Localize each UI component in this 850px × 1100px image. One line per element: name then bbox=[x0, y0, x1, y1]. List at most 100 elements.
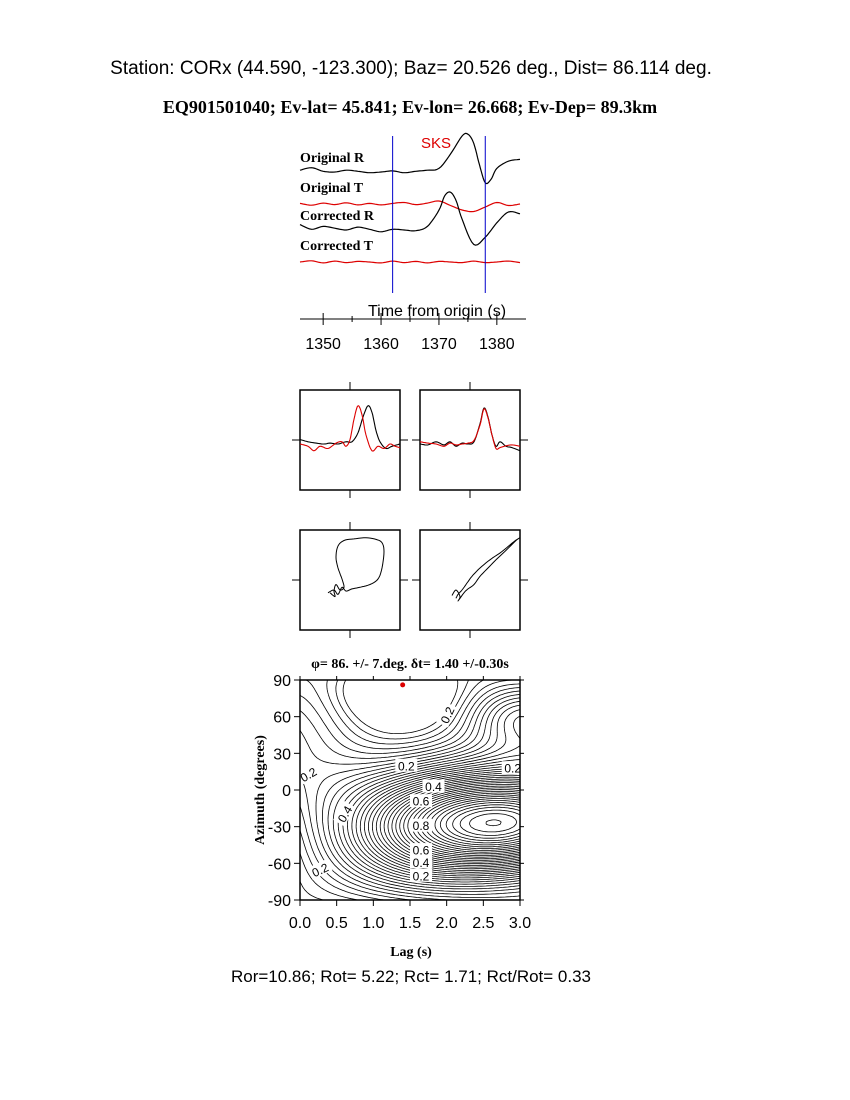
azimuth-tick-label: 30 bbox=[273, 746, 291, 763]
contour-label-text: 0.6 bbox=[413, 844, 430, 858]
time-axis-label: Time from origin (s) bbox=[368, 303, 506, 320]
contour-label-bg bbox=[410, 843, 432, 857]
contour-line bbox=[415, 792, 520, 853]
pm1-path-1 bbox=[327, 537, 385, 598]
contour-line bbox=[383, 778, 520, 866]
contour-label: 0.6 bbox=[410, 843, 432, 858]
contour-label-text: 0.2 bbox=[438, 704, 458, 725]
contour-label-bg bbox=[333, 800, 356, 827]
contour-line bbox=[485, 819, 502, 827]
contour-label: 0.4 bbox=[410, 855, 432, 870]
contour-line bbox=[315, 694, 520, 898]
trace-3 bbox=[299, 191, 521, 246]
lag-tick-label: 1.5 bbox=[399, 915, 421, 932]
contour-line bbox=[337, 709, 520, 887]
azimuth-tick-label: 60 bbox=[273, 710, 291, 727]
wf2-frame bbox=[419, 389, 521, 491]
contour-line bbox=[342, 715, 520, 885]
contour-label: 0.2 bbox=[395, 758, 418, 773]
contour-line bbox=[364, 768, 520, 875]
lag-tick-label: 2.5 bbox=[472, 915, 494, 932]
lag-axis-label: Lag (s) bbox=[390, 945, 432, 960]
particle-motion-original-panel bbox=[292, 522, 408, 638]
pm2-frame bbox=[419, 529, 521, 631]
contour-label-text: 0.2 bbox=[413, 869, 430, 883]
contour-line bbox=[469, 813, 518, 833]
contour-label: 0.6 bbox=[410, 794, 432, 809]
lag-tick-label: 0.0 bbox=[289, 915, 311, 932]
contour-label-bg bbox=[436, 702, 458, 728]
contour-label-bg bbox=[422, 779, 445, 793]
contour-line bbox=[411, 790, 520, 855]
lag-tick-label: 2.0 bbox=[436, 915, 458, 932]
trace-label: Corrected T bbox=[300, 239, 374, 254]
trace-2 bbox=[299, 200, 521, 213]
event-info-title: EQ901501040; Ev-lat= 45.841; Ev-lon= 26.… bbox=[162, 97, 658, 117]
trace-label: Original R bbox=[300, 151, 365, 166]
contour-label-bg bbox=[501, 761, 524, 775]
lag-tick-label: 0.5 bbox=[326, 915, 348, 932]
contour-line bbox=[300, 680, 484, 900]
contour-label: 0.2 bbox=[307, 858, 333, 880]
contour-label-text: 0.4 bbox=[413, 856, 430, 870]
trace-label: Original T bbox=[300, 181, 364, 196]
splitting-analysis-figure: Original R Original T Corrected R Corrected… bbox=[231, 132, 591, 986]
contour-label-bg bbox=[410, 868, 432, 882]
contour-label-bg bbox=[307, 858, 333, 880]
trace-label: Corrected R bbox=[300, 209, 375, 224]
contour-line bbox=[322, 697, 520, 895]
contour-label-bg bbox=[395, 758, 418, 772]
station-info-title: Station: CORx (44.590, -123.300); Baz= 2… bbox=[110, 58, 712, 79]
contour-label-text: 0.6 bbox=[413, 795, 430, 809]
azimuth-tick-label: 0 bbox=[282, 783, 291, 800]
lag-tick-label: 3.0 bbox=[509, 915, 531, 932]
contour-line bbox=[424, 796, 520, 850]
contour-line bbox=[459, 809, 520, 836]
pm2-path-1 bbox=[451, 537, 521, 602]
lag-tick-label: 1.0 bbox=[362, 915, 384, 932]
ratios-footer: Ror=10.86; Rot= 5.22; Rct= 1.71; Rct/Rot… bbox=[231, 967, 591, 986]
azimuth-axis-label: Azimuth (degrees) bbox=[253, 735, 268, 845]
contour-label-text: 0.2 bbox=[310, 860, 331, 880]
waveform-overlay-original-panel bbox=[292, 382, 408, 498]
contour-title: φ= 86. +/- 7.deg. δt= 1.40 +/-0.30s bbox=[311, 657, 509, 672]
time-tick-label: 1350 bbox=[305, 336, 341, 353]
phase-label-sks: SKS bbox=[421, 135, 451, 152]
time-tick-label: 1360 bbox=[363, 336, 399, 353]
contour-label-bg bbox=[410, 794, 432, 808]
contour-label-text: 0.4 bbox=[425, 780, 442, 794]
time-tick-label: 1370 bbox=[421, 336, 457, 353]
contour-label: 0.2 bbox=[410, 868, 432, 883]
azimuth-tick-label: -60 bbox=[268, 856, 291, 873]
azimuth-tick-label: -90 bbox=[268, 893, 291, 910]
contour-label: 0.2 bbox=[501, 761, 524, 776]
azimuth-tick-label: -30 bbox=[268, 820, 291, 837]
wf1-trace-1 bbox=[299, 405, 401, 450]
contour-label-bg bbox=[410, 818, 432, 832]
contour-line bbox=[429, 798, 520, 848]
waveform-overlay-corrected-panel bbox=[412, 382, 528, 498]
contour-line bbox=[420, 794, 520, 851]
pm1-frame bbox=[299, 529, 401, 631]
trace-1 bbox=[299, 132, 521, 185]
trace-4 bbox=[299, 260, 521, 264]
contour-label: 0.2 bbox=[436, 702, 458, 728]
wf2-trace-2 bbox=[419, 408, 521, 450]
particle-motion-corrected-panel bbox=[412, 522, 528, 638]
energy-contour-panel: 0.20.2 0.2 0.20.40.60.40.80.60.40.20.20.0 0… bbox=[253, 657, 531, 960]
wf1-trace-2 bbox=[299, 405, 401, 452]
contour-label-text: 0.2 bbox=[504, 762, 521, 776]
contour-label: 0.8 bbox=[410, 818, 432, 833]
contour-label-text: 0.2 bbox=[398, 759, 415, 773]
seismogram-panel: Original R Original T Corrected R Corrected… bbox=[299, 132, 526, 353]
best-fit-marker bbox=[400, 682, 406, 688]
contour-label-bg bbox=[295, 762, 321, 786]
contour-label-bg bbox=[410, 855, 432, 869]
contour-line bbox=[445, 804, 520, 842]
time-tick-label: 1380 bbox=[479, 336, 515, 353]
azimuth-tick-label: 90 bbox=[273, 673, 291, 690]
contour-label-text: 0.8 bbox=[413, 819, 430, 833]
contour-label: 0.4 bbox=[422, 779, 445, 794]
contour-line bbox=[439, 802, 520, 844]
contour-line bbox=[379, 776, 520, 868]
